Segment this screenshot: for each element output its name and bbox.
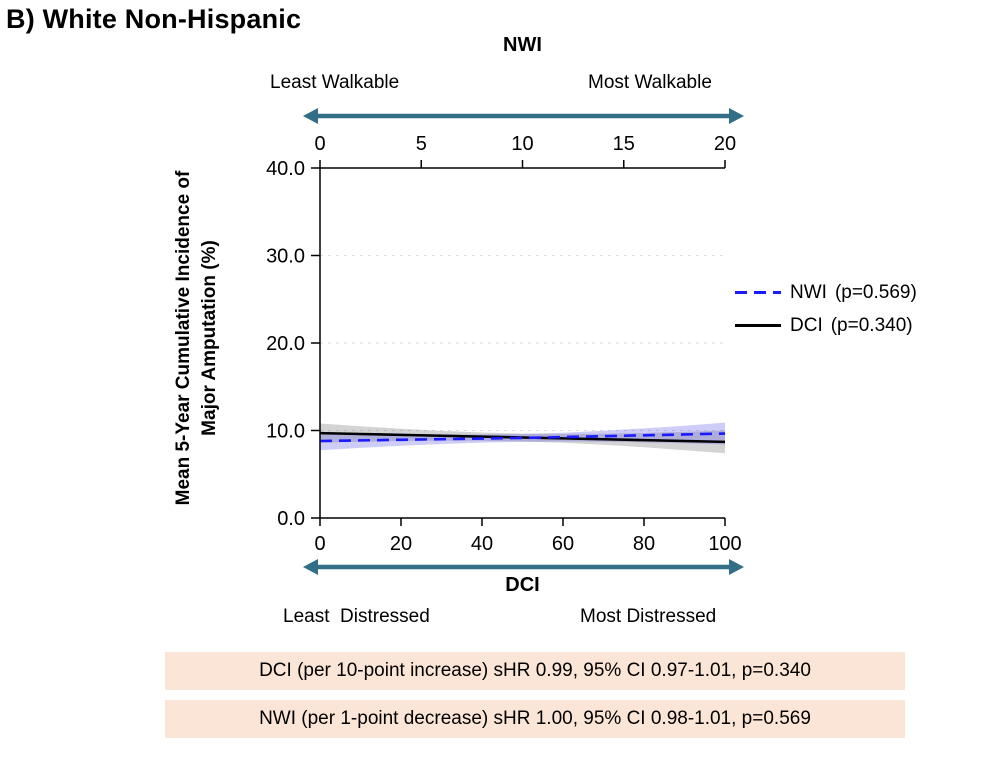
top-axis-left-label: Least Walkable (270, 72, 400, 93)
bottom-tick-label: 0 (314, 533, 325, 555)
legend-dci-label: DCI (790, 314, 823, 336)
y-tick-label: 0.0 (277, 508, 305, 530)
nwi-direction-arrow-left-head (303, 108, 318, 124)
nwi-direction-arrow-right-head (729, 108, 744, 124)
top-tick-label: 5 (416, 133, 427, 155)
y-tick-label: 30.0 (266, 246, 305, 268)
top-tick-label: 0 (314, 133, 325, 155)
y-tick-label: 20.0 (266, 333, 305, 355)
bottom-axis-right-label: Most Distressed (580, 606, 717, 627)
bottom-tick-label: 100 (708, 533, 741, 555)
dci-solid-line-sample (735, 324, 781, 327)
bottom-tick-label: 40 (471, 533, 493, 555)
legend-nwi-pvalue: (p=0.569) (834, 281, 917, 303)
y-axis-label-line2: Major Amputation (%) (199, 240, 220, 436)
bottom-tick-label: 60 (552, 533, 574, 555)
nwi-result-note: NWI (per 1-point decrease) sHR 1.00, 95%… (165, 700, 905, 738)
top-tick-label: 15 (613, 133, 635, 155)
bottom-tick-label: 20 (390, 533, 412, 555)
dci-direction-arrow-left-head (303, 559, 318, 575)
bottom-axis-title: DCI (505, 574, 540, 596)
nwi-dashed-line-sample (735, 291, 781, 294)
legend-nwi-label: NWI (790, 281, 827, 303)
y-tick-label: 40.0 (266, 158, 305, 180)
legend-item-dci: DCI (p=0.340) (735, 309, 917, 342)
y-tick-label: 10.0 (266, 421, 305, 443)
y-axis-label: Mean 5-Year Cumulative Incidence of Majo… (171, 98, 223, 578)
legend-dci-pvalue: (p=0.340) (830, 314, 913, 336)
panel-title: B) White Non-Hispanic (6, 4, 302, 34)
legend-item-nwi: NWI (p=0.569) (735, 276, 917, 309)
top-axis-title: NWI (503, 34, 542, 56)
dci-direction-arrow-right-head (729, 559, 744, 575)
bottom-axis-left-label: Least Distressed (283, 606, 430, 627)
legend: NWI (p=0.569) DCI (p=0.340) (735, 276, 917, 342)
nwi-line (319, 432, 726, 443)
dci-line (319, 431, 726, 444)
bottom-tick-label: 80 (633, 533, 655, 555)
y-axis-label-line1: Mean 5-Year Cumulative Incidence of (173, 170, 194, 506)
top-tick-label: 10 (511, 133, 533, 155)
dci-result-note: DCI (per 10-point increase) sHR 0.99, 95… (165, 652, 905, 690)
top-axis-right-label: Most Walkable (588, 72, 712, 93)
top-tick-label: 20 (714, 133, 736, 155)
